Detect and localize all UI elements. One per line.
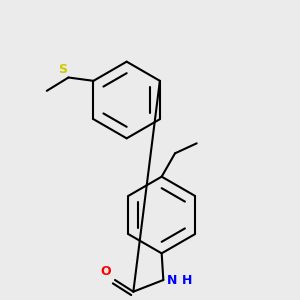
Text: O: O xyxy=(100,265,111,278)
Text: S: S xyxy=(58,63,67,76)
Text: H: H xyxy=(182,274,192,286)
Text: N: N xyxy=(167,274,177,286)
